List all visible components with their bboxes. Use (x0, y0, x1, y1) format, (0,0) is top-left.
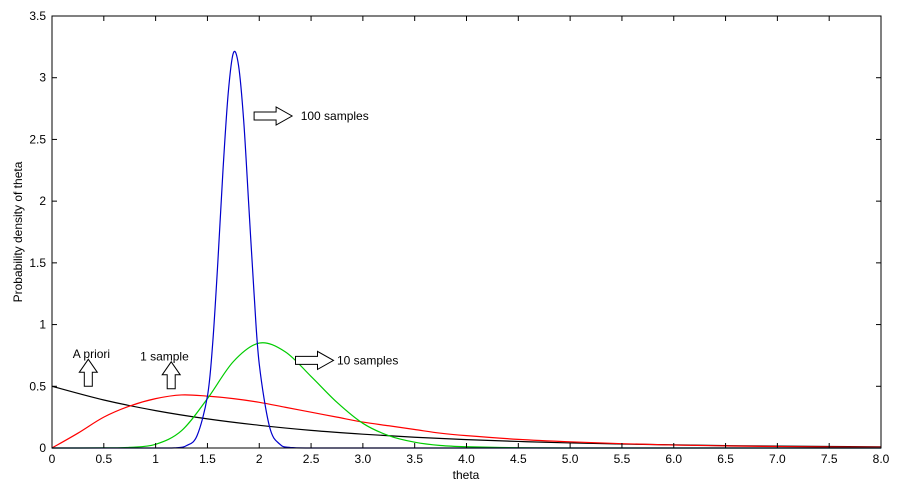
y-tick-label: 3 (39, 71, 46, 85)
annotation: A priori (73, 347, 110, 387)
annotation-label: 10 samples (337, 353, 398, 367)
annotation-arrow-up (161, 360, 182, 390)
x-axis-label: theta (453, 468, 480, 482)
x-tick-label: 5.0 (562, 452, 579, 466)
y-tick-label: 2.5 (29, 132, 46, 146)
x-tick-label: 1 (152, 452, 159, 466)
y-tick-label: 3.5 (29, 9, 46, 23)
x-tick-label: 0.5 (95, 452, 112, 466)
y-tick-label: 2 (39, 194, 46, 208)
y-tick-label: 1.5 (29, 256, 46, 270)
y-tick-label: 1 (39, 318, 46, 332)
x-tick-label: 2 (256, 452, 263, 466)
x-tick-label: 8.0 (873, 452, 890, 466)
x-tick-label: 7.5 (821, 452, 838, 466)
x-tick-label: 5.5 (614, 452, 631, 466)
annotation-label: A priori (73, 347, 110, 361)
annotation-label: 1 sample (140, 350, 189, 364)
annotation-layer: 100 samples 10 samples A priori 1 sample (73, 106, 398, 390)
y-tick-label: 0.5 (29, 379, 46, 393)
x-tick-label: 4.0 (458, 452, 475, 466)
plot-background (52, 16, 881, 448)
y-axis-ticks: 0 0.5 1 1.5 2 2.5 3 3.5 (29, 9, 881, 455)
annotation-arrow-right (253, 106, 294, 126)
x-tick-label: 1.5 (199, 452, 216, 466)
y-tick-label: 0 (39, 441, 46, 455)
x-tick-label: 6.5 (717, 452, 734, 466)
annotation: 1 sample (140, 350, 189, 390)
x-tick-label: 6.0 (665, 452, 682, 466)
x-tick-label: 7.0 (769, 452, 786, 466)
x-tick-label: 4.5 (510, 452, 527, 466)
x-tick-label: 3.5 (406, 452, 423, 466)
y-axis-label: Probability density of theta (11, 161, 25, 302)
x-tick-label: 0 (49, 452, 56, 466)
annotation: 100 samples (253, 106, 369, 126)
x-tick-label: 3.0 (355, 452, 372, 466)
x-axis-ticks: 0 0.5 1 1.5 2 2.5 3.0 3.5 4.0 4.5 5.0 5.5 6.0 6.5 7.0 7… (49, 16, 890, 466)
annotation-arrow-right (295, 350, 335, 371)
x-tick-label: 2.5 (303, 452, 320, 466)
annotation-label: 100 samples (301, 109, 369, 123)
annotation-arrow-up (78, 358, 99, 387)
annotation: 10 samples (295, 350, 398, 371)
